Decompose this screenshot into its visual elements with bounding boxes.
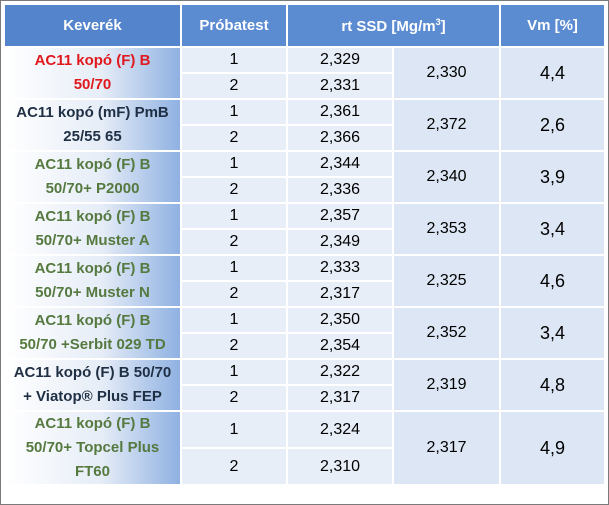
table-row: 2 2,331 — [5, 74, 604, 98]
mixture-name-line: + Viatop® Plus FEP — [23, 388, 162, 405]
specimen-id-cell: 2 — [182, 126, 286, 150]
mixture-name-line: AC11 kopó (F) B — [34, 52, 151, 69]
mixture-name-line: 50/70+ P2000 — [45, 180, 140, 197]
density-average-cell: 2,319 — [394, 360, 499, 410]
header-rt-ssd-end: ] — [440, 17, 446, 35]
table-row: 2 2,317 — [5, 386, 604, 410]
mixture-name-line: 25/55 65 — [63, 128, 122, 145]
specimen-id-cell: 2 — [182, 178, 286, 202]
specimen-id-cell: 1 — [182, 360, 286, 384]
density-value-cell: 2,357 — [288, 204, 392, 228]
header-row: Keverék Próbatest rt SSD [Mg/m3] Vm [%] — [5, 5, 604, 46]
table-row: 2 2,317 — [5, 282, 604, 306]
mixture-name-line: 50/70+ Muster A — [35, 232, 150, 249]
void-content-cell: 4,8 — [501, 360, 604, 410]
density-value-cell: 2,329 — [288, 48, 392, 72]
mixture-name-cell: AC11 kopó (F) B 50/70 +Serbit 029 TD — [5, 308, 180, 358]
specimen-id-cell: 1 — [182, 100, 286, 124]
mixture-name-cell: AC11 kopó (F) B 50/70+ P2000 — [5, 152, 180, 202]
table-row: AC11 kopó (mF) PmB 25/55 65 1 2,361 2,372 2,6 — [5, 100, 604, 150]
results-table: Keverék Próbatest rt SSD [Mg/m3] Vm [%] … — [3, 3, 606, 486]
density-value-cell: 2,366 — [288, 126, 392, 150]
header-rt-ssd-text: rt SSD [Mg/m — [341, 17, 436, 35]
specimen-id-cell: 1 — [182, 48, 286, 72]
void-content-cell: 3,9 — [501, 152, 604, 202]
density-value-cell: 2,317 — [288, 386, 392, 410]
mixture-name-line: AC11 kopó (F) B — [34, 312, 151, 329]
void-content-cell: 3,4 — [501, 204, 604, 254]
density-average-cell: 2,353 — [394, 204, 499, 254]
table-row: AC11 kopó (F) B 50/70 1 2,329 2,330 4,4 — [5, 48, 604, 98]
density-average-cell: 2,330 — [394, 48, 499, 98]
mixture-name-cell: AC11 kopó (F) B 50/70 — [5, 48, 180, 98]
specimen-id-cell: 2 — [182, 74, 286, 98]
density-average-cell: 2,340 — [394, 152, 499, 202]
table-row: AC11 kopó (F) B 50/70+ P2000 1 2,344 2,340 3,… — [5, 152, 604, 202]
mixture-name-line: AC11 kopó (F) B 50/70 — [13, 364, 172, 381]
header-rt-ssd: rt SSD [Mg/m3] — [288, 5, 499, 46]
mixture-name-cell: AC11 kopó (F) B 50/70 + Viatop® Plus FEP — [5, 360, 180, 410]
specimen-id-cell: 1 — [182, 412, 286, 447]
density-value-cell: 2,310 — [288, 449, 392, 484]
void-content-cell: 4,9 — [501, 412, 604, 484]
density-average-cell: 2,317 — [394, 412, 499, 484]
specimen-id-cell: 1 — [182, 256, 286, 280]
table-row: 2 2,310 — [5, 449, 604, 484]
table-row: AC11 kopó (F) B 50/70 + Viatop® Plus FEP 1… — [5, 360, 604, 410]
density-value-cell: 2,331 — [288, 74, 392, 98]
table-row: 2 2,349 — [5, 230, 604, 254]
mixture-name-cell: AC11 kopó (F) B 50/70+ Topcel Plus FT60 — [5, 412, 180, 484]
specimen-id-cell: 1 — [182, 204, 286, 228]
mixture-name-cell: AC11 kopó (F) B 50/70+ Muster N — [5, 256, 180, 306]
specimen-id-cell: 2 — [182, 449, 286, 484]
void-content-cell: 3,4 — [501, 308, 604, 358]
density-value-cell: 2,336 — [288, 178, 392, 202]
specimen-id-cell: 2 — [182, 230, 286, 254]
table-row: 2 2,336 — [5, 178, 604, 202]
mixture-name-line: 50/70+ Muster N — [35, 284, 150, 301]
mixture-name-line: AC11 kopó (F) B — [34, 156, 151, 173]
header-vm: Vm [%] — [501, 5, 604, 46]
density-average-cell: 2,372 — [394, 100, 499, 150]
mixture-name-line: AC11 kopó (F) B — [34, 260, 151, 277]
mixture-name-line: 50/70 +Serbit 029 TD — [19, 336, 166, 353]
void-content-cell: 4,6 — [501, 256, 604, 306]
specimen-id-cell: 1 — [182, 152, 286, 176]
table-row: AC11 kopó (F) B 50/70+ Muster A 1 2,357 2,35… — [5, 204, 604, 254]
table-row: AC11 kopó (F) B 50/70 +Serbit 029 TD 1 2,35… — [5, 308, 604, 358]
table-row: AC11 kopó (F) B 50/70+ Muster N 1 2,333 2,32… — [5, 256, 604, 306]
mixture-name-line: 50/70+ Topcel Plus — [25, 439, 160, 456]
density-value-cell: 2,344 — [288, 152, 392, 176]
mixture-name-cell: AC11 kopó (F) B 50/70+ Muster A — [5, 204, 180, 254]
density-average-cell: 2,325 — [394, 256, 499, 306]
specimen-id-cell: 2 — [182, 386, 286, 410]
mixture-name-line: FT60 — [74, 463, 110, 480]
table-row: 2 2,354 — [5, 334, 604, 358]
density-value-cell: 2,322 — [288, 360, 392, 384]
specimen-id-cell: 2 — [182, 282, 286, 306]
specimen-id-cell: 1 — [182, 308, 286, 332]
mixture-name-line: AC11 kopó (F) B — [34, 415, 151, 432]
void-content-cell: 2,6 — [501, 100, 604, 150]
density-value-cell: 2,317 — [288, 282, 392, 306]
mixture-name-cell: AC11 kopó (mF) PmB 25/55 65 — [5, 100, 180, 150]
density-value-cell: 2,361 — [288, 100, 392, 124]
density-value-cell: 2,333 — [288, 256, 392, 280]
mixture-name-line: 50/70 — [73, 76, 112, 93]
mixture-name-line: AC11 kopó (mF) PmB — [16, 104, 169, 121]
density-value-cell: 2,349 — [288, 230, 392, 254]
void-content-cell: 4,4 — [501, 48, 604, 98]
density-value-cell: 2,324 — [288, 412, 392, 447]
density-average-cell: 2,352 — [394, 308, 499, 358]
table-row: 2 2,366 — [5, 126, 604, 150]
header-rt-ssd-sup: 3 — [435, 16, 441, 27]
mixture-name-line: AC11 kopó (F) B — [34, 208, 151, 225]
header-probatest: Próbatest — [182, 5, 286, 46]
density-value-cell: 2,354 — [288, 334, 392, 358]
table-row: AC11 kopó (F) B 50/70+ Topcel Plus FT60 1 2,… — [5, 412, 604, 484]
density-value-cell: 2,350 — [288, 308, 392, 332]
specimen-id-cell: 2 — [182, 334, 286, 358]
header-keverek: Keverék — [5, 5, 180, 46]
